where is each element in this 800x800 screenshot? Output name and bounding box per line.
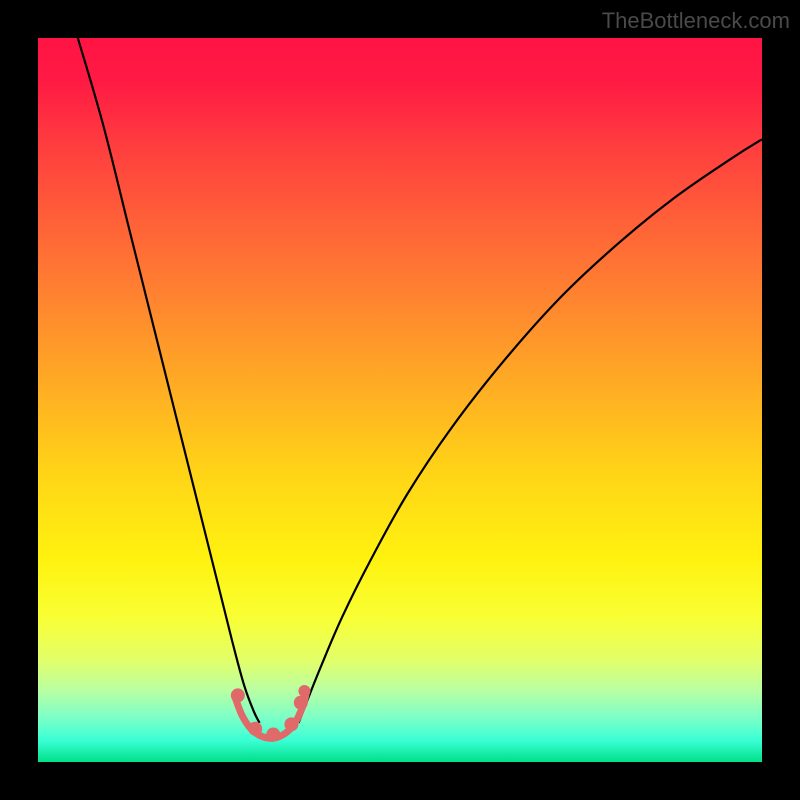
trough-dot — [294, 696, 308, 710]
chart-svg-layer — [38, 38, 762, 762]
trough-dot — [284, 717, 298, 731]
curve-right — [299, 139, 762, 723]
trough-dot — [231, 688, 245, 702]
curve-left — [78, 38, 260, 723]
trough-dot — [266, 727, 280, 741]
trough-dot — [248, 722, 262, 736]
watermark-text: TheBottleneck.com — [602, 8, 790, 34]
trough-dot — [298, 685, 310, 697]
chart-plot-area — [38, 38, 762, 762]
